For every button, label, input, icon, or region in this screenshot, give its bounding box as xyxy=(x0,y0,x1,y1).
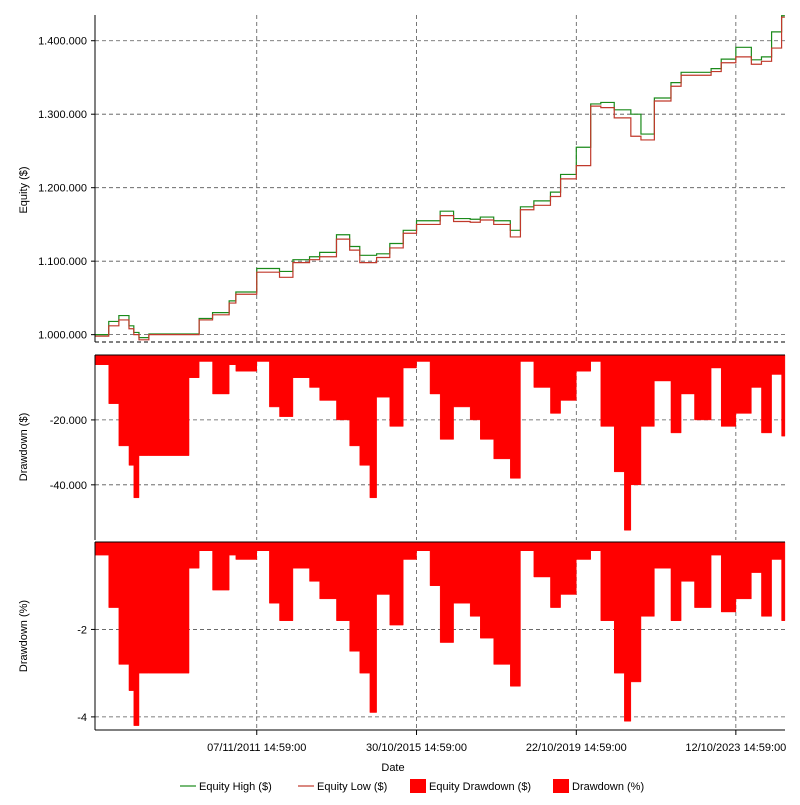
equity-y-ticks: 1.000.000 1.100.000 1.200.000 1.300.000 1.40… xyxy=(38,36,95,342)
drawdown-usd-y-ticks: -20.000 -40.000 xyxy=(50,415,95,492)
x-tick-label: 07/11/2011 14:59:00 xyxy=(207,742,306,754)
y-tick-label: 1.300.000 xyxy=(38,109,87,121)
legend-swatch-box xyxy=(553,779,569,793)
drawdown-usd-axis-title: Drawdown ($) xyxy=(18,413,30,481)
x-axis-title: Date xyxy=(381,762,404,774)
legend-label: Equity High ($) xyxy=(199,781,272,793)
equity-drawdown-area xyxy=(95,354,786,531)
y-tick-label: -2 xyxy=(77,624,87,636)
x-tick-label: 12/10/2023 14:59:00 xyxy=(685,742,786,754)
x-axis-ticks: 07/11/2011 14:59:00 30/10/2015 14:59:00 22… xyxy=(207,730,786,754)
drawdown-pct-y-ticks: -2 -4 xyxy=(77,624,95,724)
equity-lines xyxy=(95,15,785,341)
drawdown-pct-fill xyxy=(95,541,786,726)
y-tick-label: -20.000 xyxy=(50,415,87,427)
y-tick-label: 1.000.000 xyxy=(38,330,87,342)
x-tick-label: 22/10/2019 14:59:00 xyxy=(526,742,627,754)
y-tick-label: 1.400.000 xyxy=(38,36,87,48)
equity-panel-frame xyxy=(95,15,785,342)
legend-label: Equity Drawdown ($) xyxy=(429,781,531,793)
equity-low-line xyxy=(95,16,785,341)
drawdown-pct-axis-title: Drawdown (%) xyxy=(18,600,30,672)
y-tick-label: 1.100.000 xyxy=(38,256,87,268)
equity-axis-title: Equity ($) xyxy=(18,166,30,213)
drawdown-usd-area xyxy=(95,354,786,531)
x-tick-label: 30/10/2015 14:59:00 xyxy=(366,742,467,754)
y-tick-label: -4 xyxy=(77,712,87,724)
drawdown-pct-area xyxy=(95,541,786,726)
legend: Equity High ($) Equity Low ($) Equity Draw… xyxy=(180,779,644,793)
legend-label: Equity Low ($) xyxy=(317,781,387,793)
equity-gridlines xyxy=(95,15,785,342)
equity-high-line xyxy=(95,15,785,339)
y-tick-label: 1.200.000 xyxy=(38,183,87,195)
legend-swatch-box xyxy=(410,779,426,793)
legend-label: Drawdown (%) xyxy=(572,781,644,793)
y-tick-label: -40.000 xyxy=(50,480,87,492)
